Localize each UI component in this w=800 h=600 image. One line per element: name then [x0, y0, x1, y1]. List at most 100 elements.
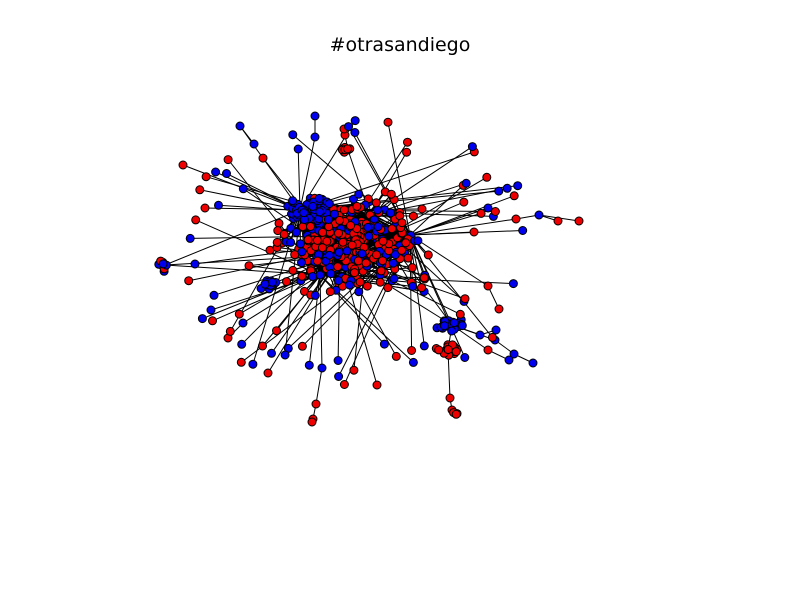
graph-node-red: [333, 262, 343, 272]
graph-node-red: [347, 240, 357, 250]
graph-node-blue: [513, 181, 523, 191]
graph-node-blue: [288, 130, 298, 140]
graph-node-red: [378, 236, 388, 246]
graph-node-red: [376, 266, 386, 276]
graph-node-blue: [350, 116, 360, 126]
graph-node-red: [371, 198, 381, 208]
graph-node-red: [352, 201, 362, 211]
graph-node-red: [361, 258, 371, 268]
graph-node-blue: [467, 142, 477, 152]
graph-node-blue: [390, 250, 400, 260]
graph-node-red: [208, 316, 217, 326]
graph-node-blue: [308, 272, 317, 281]
graph-edge: [409, 234, 425, 346]
graph-node-red: [423, 250, 433, 260]
graph-node-red: [279, 229, 289, 239]
graph-edge: [319, 274, 323, 369]
graph-node-red: [272, 237, 282, 247]
graph-node-red: [274, 218, 284, 228]
graph-node-blue: [386, 208, 395, 218]
graph-node-red: [443, 345, 453, 354]
graph-node-blue: [408, 281, 418, 291]
graph-node-blue: [447, 326, 457, 336]
node-layer: [154, 111, 584, 427]
graph-node-blue: [350, 128, 360, 137]
graph-node-blue: [333, 356, 343, 365]
graph-node-red: [397, 218, 407, 228]
graph-node-red: [313, 256, 322, 266]
graph-node-red: [511, 214, 521, 224]
graph-edge: [199, 189, 301, 211]
graph-node-red: [200, 203, 210, 213]
graph-node-red: [483, 281, 493, 291]
graph-node-blue: [491, 325, 501, 335]
graph-node-blue: [326, 269, 336, 279]
graph-node-red: [434, 345, 444, 355]
graph-node-red: [297, 271, 307, 281]
graph-edge: [297, 148, 301, 211]
graph-node-blue: [297, 247, 307, 257]
graph-node-red: [408, 211, 418, 221]
graph-node-red: [343, 144, 353, 154]
graph-node-red: [375, 277, 385, 287]
graph-node-red: [297, 341, 307, 351]
graph-node-red: [178, 160, 188, 170]
graph-node-blue: [504, 355, 514, 365]
graph-node-blue: [363, 222, 373, 232]
graph-node-blue: [185, 233, 195, 243]
graph-node-red: [494, 304, 504, 314]
graph-node-red: [483, 345, 493, 355]
graph-node-red: [272, 326, 281, 336]
graph-node-red: [451, 347, 461, 357]
graph-node-red: [402, 147, 412, 157]
graph-node-red: [574, 216, 584, 226]
graph-edge: [337, 254, 341, 361]
graph-node-red: [339, 205, 349, 215]
graph-node-red: [311, 399, 321, 409]
graph-node-blue: [457, 321, 467, 331]
graph-edge: [409, 234, 493, 338]
graph-node-blue: [310, 132, 320, 142]
graph-node-blue: [267, 348, 276, 358]
graph-node-red: [459, 197, 469, 207]
graph-node-red: [263, 368, 273, 378]
graph-node-red: [322, 236, 332, 246]
graph-node-red: [455, 309, 465, 319]
graph-node-red: [407, 263, 417, 273]
graph-node-blue: [373, 222, 383, 232]
graph-node-blue: [324, 250, 334, 260]
graph-node-red: [195, 185, 205, 195]
graph-node-blue: [502, 183, 512, 193]
graph-node-red: [282, 277, 291, 287]
graph-node-red: [407, 346, 417, 355]
graph-node-blue: [334, 247, 344, 257]
graph-node-blue: [197, 314, 207, 324]
graph-node-blue: [308, 201, 318, 211]
graph-node-red: [325, 287, 335, 297]
graph-node-red: [417, 283, 427, 293]
graph-node-blue: [267, 277, 277, 287]
graph-node-red: [509, 191, 519, 201]
graph-node-blue: [534, 210, 544, 220]
graph-title: #otrasandiego: [329, 34, 471, 56]
graph-node-blue: [333, 276, 343, 286]
graph-node-blue: [509, 349, 519, 359]
graph-node-red: [372, 250, 381, 260]
graph-node-red: [403, 137, 412, 147]
graph-node-blue: [354, 189, 364, 199]
graph-node-red: [372, 380, 382, 390]
graph-node-blue: [439, 321, 449, 331]
graph-node-red: [349, 365, 359, 375]
graph-node-red: [419, 273, 429, 283]
graph-edge: [369, 146, 473, 216]
graph-node-red: [401, 238, 411, 248]
graph-node-blue: [238, 184, 248, 194]
graph-node-blue: [388, 258, 398, 268]
graph-node-red: [362, 281, 372, 291]
graph-node-blue: [235, 121, 245, 131]
graph-node-red: [318, 227, 328, 237]
graph-node-red: [383, 117, 393, 127]
graph-node-blue: [222, 169, 231, 178]
graph-node-blue: [389, 274, 399, 284]
